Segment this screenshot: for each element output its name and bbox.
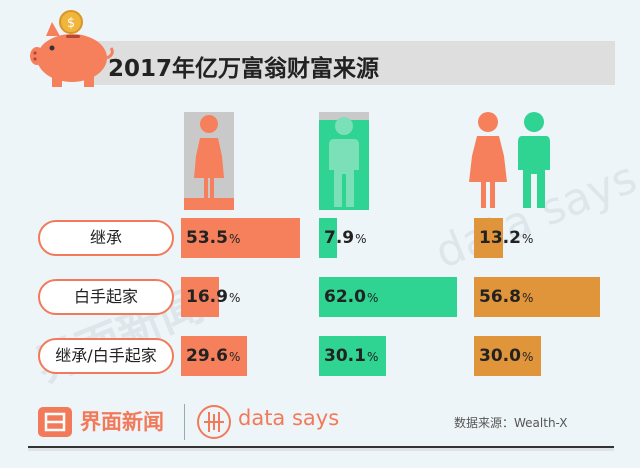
row-label-inheritance-self-made: 继承/白手起家 [38, 338, 174, 374]
title-bar [88, 41, 615, 85]
bar-male-inheritance [319, 218, 337, 258]
value-unit: % [366, 291, 379, 305]
value-unit: % [521, 350, 534, 364]
value-unit: % [521, 291, 534, 305]
bar-male-inheritance-self-made [319, 336, 386, 376]
value-number: 30.0 [479, 346, 521, 366]
value-number: 53.5 [186, 228, 228, 248]
value-number: 13.2 [479, 228, 521, 248]
jiemian-logo-icon [38, 407, 72, 437]
value-unit: % [228, 291, 241, 305]
bar-all-inheritance-self-made [474, 336, 541, 376]
value-unit: % [355, 232, 367, 246]
chart-title: 2017年亿万富翁财富来源 [108, 56, 380, 82]
bar-female-inheritance [181, 218, 300, 258]
male-figure-icon [319, 112, 369, 210]
value-label-male-inheritance: 7.9% [324, 218, 367, 258]
value-number: 62.0 [324, 287, 366, 307]
value-label-all-inheritance-self-made: 30.0% [479, 336, 533, 376]
coin-icon: $ [59, 10, 83, 34]
footer-divider [28, 446, 614, 451]
row-label-inheritance: 继承 [38, 220, 174, 256]
brand-name-en: data says [238, 406, 340, 430]
value-number: 16.9 [186, 287, 228, 307]
value-unit: % [366, 350, 379, 364]
row-label-self-made: 白手起家 [38, 279, 174, 315]
value-number: 29.6 [186, 346, 228, 366]
value-unit: % [228, 232, 241, 246]
data-source: 数据来源：Wealth-X [454, 416, 568, 430]
bar-female-inheritance-self-made [181, 336, 247, 376]
value-label-female-inheritance: 53.5% [186, 218, 240, 258]
value-number: 30.1 [324, 346, 366, 366]
svg-text:$: $ [67, 16, 75, 31]
footer-separator [184, 404, 185, 440]
bar-all-inheritance [474, 218, 503, 258]
bar-female-self-made [181, 277, 219, 317]
value-number: 56.8 [479, 287, 521, 307]
value-label-all-inheritance: 13.2% [479, 218, 533, 258]
value-label-male-self-made: 62.0% [324, 277, 378, 317]
value-unit: % [521, 232, 534, 246]
value-label-male-inheritance-self-made: 30.1% [324, 336, 378, 376]
value-label-all-self-made: 56.8% [479, 277, 533, 317]
female-figure-icon [184, 112, 234, 210]
brand-name-cn: 界面新闻 [80, 410, 164, 434]
data-says-icon [197, 405, 231, 439]
bar-male-self-made [319, 277, 457, 317]
female-and-male-figures-icon [469, 112, 550, 208]
value-unit: % [228, 350, 241, 364]
value-number: 7.9 [324, 228, 355, 248]
piggy-bank-icon [30, 22, 114, 87]
value-label-female-inheritance-self-made: 29.6% [186, 336, 240, 376]
bar-all-self-made [474, 277, 600, 317]
value-label-female-self-made: 16.9% [186, 277, 240, 317]
